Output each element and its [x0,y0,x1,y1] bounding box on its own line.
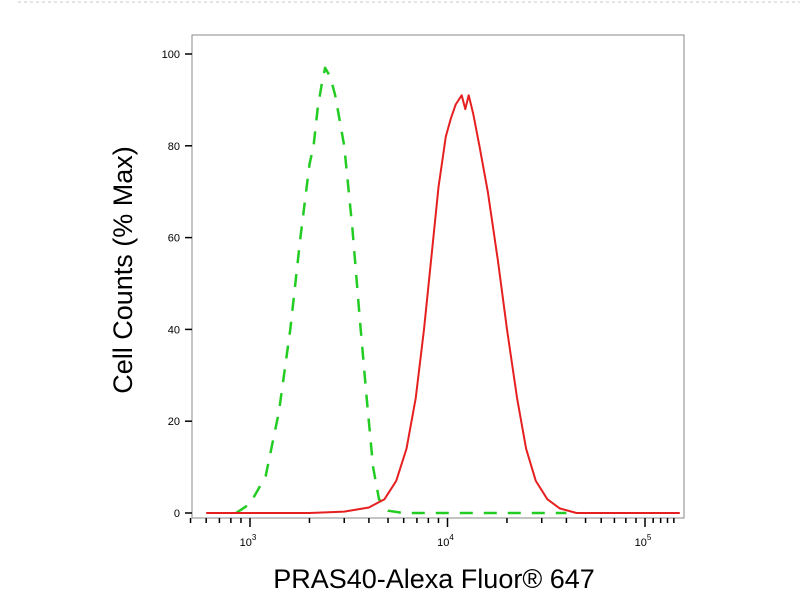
control-histogram-line [235,66,567,515]
y-tick-label: 20 [168,416,180,428]
y-tick-label: 80 [168,141,180,153]
y-tick-label: 0 [174,508,180,520]
y-tick-label: 40 [168,324,180,336]
y-tick-label: 60 [168,233,180,245]
y-axis-ticks: 0 20 40 60 80 100 [162,49,192,520]
x-tick-label: 103 [240,533,257,549]
sample-histogram-line [206,94,680,514]
x-axis-ticks: 103 104 105 [189,518,675,549]
plot-frame [191,34,685,519]
x-axis-title: PRAS40-Alexa Fluor® 647 [273,564,595,594]
y-axis-title: Cell Counts (% Max) [108,146,138,394]
series-layer [206,66,680,515]
x-tick-label: 105 [635,533,652,549]
x-tick-label: 104 [437,533,454,549]
y-tick-label: 100 [162,49,180,61]
